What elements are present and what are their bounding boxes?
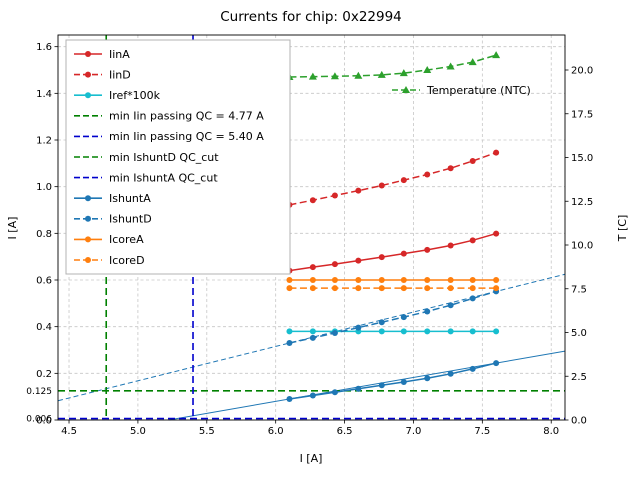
- svg-text:0.006: 0.006: [26, 415, 52, 425]
- plot-frame: [57, 34, 566, 421]
- svg-text:10.0: 10.0: [571, 241, 593, 252]
- legend-label-min-iin-passing-qc-5-40-a: min Iin passing QC = 5.40 A: [109, 130, 264, 143]
- svg-text:7.5: 7.5: [571, 284, 587, 295]
- svg-text:0.125: 0.125: [26, 387, 52, 397]
- svg-text:2.5: 2.5: [571, 372, 587, 383]
- series-iind: [286, 149, 500, 208]
- svg-text:6.5: 6.5: [337, 426, 353, 437]
- series-iref-100k: [286, 328, 500, 335]
- x-axis-label: I [A]: [300, 452, 323, 465]
- legend-label-min-ishunta-qc-cut: min IshuntA QC_cut: [109, 171, 218, 184]
- svg-text:12.5: 12.5: [571, 197, 593, 208]
- chart-title: Currents for chip: 0x22994: [220, 9, 402, 25]
- fit-line-ishuntd-linear-fit: [57, 273, 566, 402]
- y-axis-label-left: I [A]: [6, 217, 19, 240]
- series-ishuntd: [286, 288, 500, 346]
- legend-label-min-ishuntd-qc-cut: min IshuntD QC_cut: [109, 151, 219, 164]
- svg-text:6.0: 6.0: [268, 426, 284, 437]
- svg-text:1.0: 1.0: [36, 182, 52, 193]
- fit-line-ishunta-linear-fit: [168, 350, 566, 421]
- svg-text:4.5: 4.5: [61, 426, 77, 437]
- svg-text:1.4: 1.4: [36, 89, 52, 100]
- legend-label-ishuntd: IshuntD: [109, 213, 152, 226]
- legend-label-icored: IcoreD: [109, 254, 145, 267]
- axis-ticks: [54, 46, 569, 424]
- svg-text:5.0: 5.0: [571, 328, 587, 339]
- series-iina: [286, 230, 500, 274]
- svg-text:0.4: 0.4: [36, 322, 52, 333]
- legend-right: Temperature (NTC): [392, 84, 531, 97]
- svg-text:0.6: 0.6: [36, 276, 52, 287]
- series-temperature-ntc: [285, 51, 501, 80]
- series-icored: [286, 285, 500, 292]
- legend-label-icorea: IcoreA: [109, 233, 144, 246]
- svg-text:1.6: 1.6: [36, 42, 52, 53]
- svg-text:7.0: 7.0: [405, 426, 421, 437]
- svg-text:0.8: 0.8: [36, 229, 52, 240]
- svg-text:7.5: 7.5: [474, 426, 490, 437]
- legend-label-iina: IinA: [109, 48, 130, 61]
- svg-text:0.0: 0.0: [571, 416, 587, 427]
- svg-text:5.0: 5.0: [130, 426, 146, 437]
- svg-text:15.0: 15.0: [571, 153, 593, 164]
- legend-main: IinA IinD Iref*100k min Iin passing QC = 4.…: [65, 39, 291, 275]
- svg-text:1.2: 1.2: [36, 136, 52, 147]
- legend-label-iind: IinD: [109, 68, 131, 81]
- legend-label-temperature-ntc: Temperature (NTC): [426, 84, 531, 97]
- svg-text:17.5: 17.5: [571, 109, 593, 120]
- legend-label-iref-100k: Iref*100k: [109, 89, 161, 102]
- svg-text:20.0: 20.0: [571, 66, 593, 77]
- y-axis-label-right: T [C]: [616, 215, 629, 242]
- series-ishunta: [286, 360, 500, 402]
- svg-text:5.5: 5.5: [199, 426, 215, 437]
- tick-labels: 4.5 5.0 5.5 6.0 6.5 7.0 7.5 8.0 0.0 0.2 0.4 0.6 0.8 1…: [26, 42, 593, 437]
- legend-label-ishunta: IshuntA: [109, 192, 151, 205]
- legend-label-min-iin-passing-qc-4-77-a: min Iin passing QC = 4.77 A: [109, 110, 264, 123]
- svg-text:0.2: 0.2: [36, 369, 52, 380]
- svg-text:0.0: 0.0: [36, 416, 52, 427]
- series-icorea: [286, 277, 500, 283]
- svg-text:8.0: 8.0: [543, 426, 559, 437]
